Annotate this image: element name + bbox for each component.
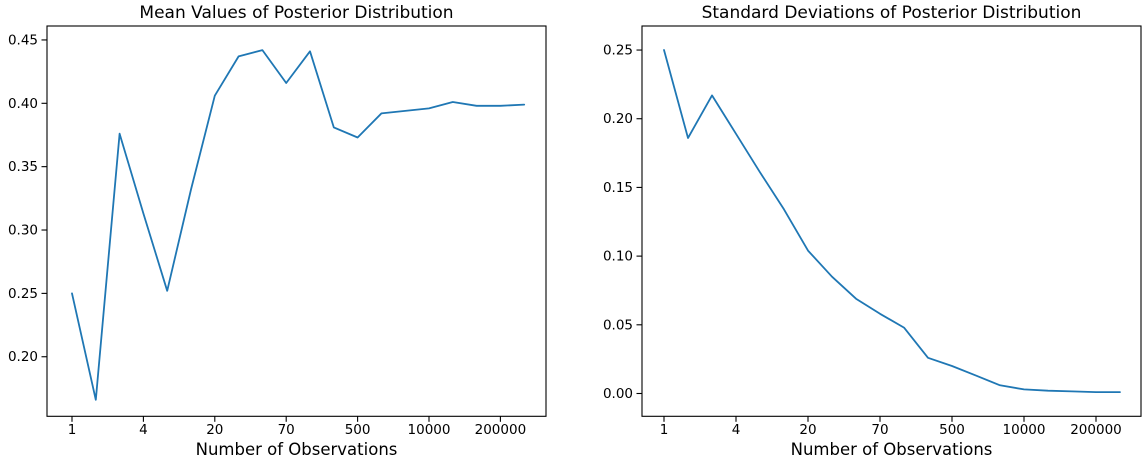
std-chart-x-tick-label: 4 bbox=[732, 422, 741, 438]
std-chart-x-tick-label: 500 bbox=[939, 422, 965, 438]
std-chart-y-tick-label: 0.00 bbox=[603, 386, 633, 402]
mean-chart-y-tick-label: 0.25 bbox=[8, 286, 38, 302]
std-chart-xlabel: Number of Observations bbox=[791, 440, 993, 459]
mean-chart-axes-border bbox=[46, 25, 547, 417]
std-chart-axes-border bbox=[641, 25, 1142, 417]
mean-chart-y-tick-label: 0.40 bbox=[8, 96, 38, 112]
std-chart-x-tick-label: 1 bbox=[660, 422, 669, 438]
std-chart-group: 1 4 20 70 500 10000 200000 0.25 0.20 0.15 0.10 0.05… bbox=[603, 3, 1142, 459]
std-chart-x-tick-label: 70 bbox=[871, 422, 888, 438]
std-chart-y-tick-label: 0.10 bbox=[603, 249, 633, 265]
mean-chart-xlabel: Number of Observations bbox=[196, 440, 398, 459]
std-chart-x-tick-label: 200000 bbox=[1070, 422, 1122, 438]
std-chart-y-tick-label: 0.15 bbox=[603, 180, 633, 196]
mean-chart-x-tick-label: 20 bbox=[206, 422, 223, 438]
std-chart-x-tick-label: 10000 bbox=[1003, 422, 1046, 438]
std-chart-title: Standard Deviations of Posterior Distrib… bbox=[702, 3, 1082, 23]
mean-chart-title: Mean Values of Posterior Distribution bbox=[139, 3, 453, 23]
mean-chart-group: 1 4 20 70 500 10000 200000 0.45 0.40 0.35 0.30 0.25… bbox=[8, 3, 547, 459]
mean-chart-line bbox=[71, 49, 526, 401]
mean-chart-y-tick-label: 0.45 bbox=[8, 32, 38, 48]
std-chart-line bbox=[663, 49, 1121, 394]
mean-chart-y-tick-label: 0.20 bbox=[8, 349, 38, 365]
mean-chart-y-tick-label: 0.35 bbox=[8, 159, 38, 175]
mean-chart-x-tick-label: 10000 bbox=[408, 422, 451, 438]
std-chart-y-tick-label: 0.25 bbox=[603, 43, 633, 59]
std-chart-x-tick-label: 20 bbox=[799, 422, 816, 438]
mean-chart-x-tick-label: 4 bbox=[139, 422, 148, 438]
mean-chart-x-tick-label: 70 bbox=[278, 422, 295, 438]
std-chart-y-tick-label: 0.20 bbox=[603, 111, 633, 127]
mean-chart-x-tick-label: 1 bbox=[68, 422, 77, 438]
mean-chart-x-tick-label: 500 bbox=[345, 422, 371, 438]
mean-chart-y-tick-label: 0.30 bbox=[8, 223, 38, 239]
mean-chart-x-tick-label: 200000 bbox=[475, 422, 527, 438]
std-chart-y-tick-label: 0.05 bbox=[603, 317, 633, 333]
